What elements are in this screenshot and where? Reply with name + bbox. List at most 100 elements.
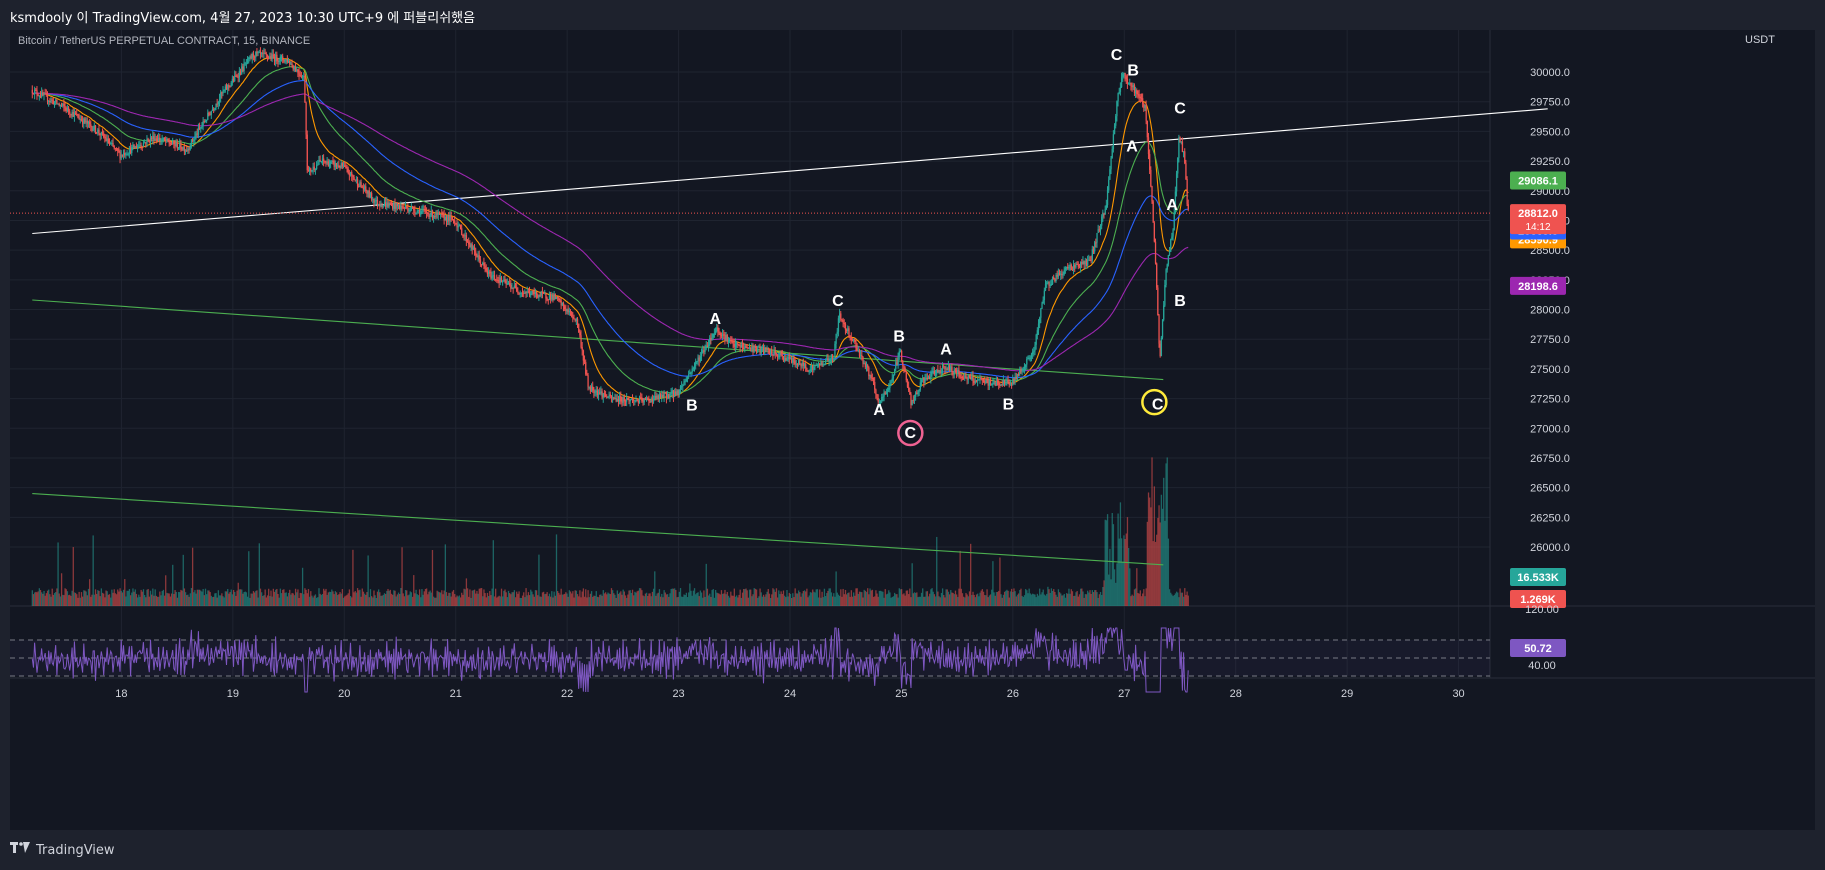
volume-bar [602, 590, 604, 606]
wave-label[interactable]: C [1111, 47, 1123, 64]
candle-body [734, 343, 737, 347]
ma-badge[interactable]: 28198.6 [1510, 276, 1566, 295]
volume-bar [155, 595, 158, 606]
last-price-badge[interactable]: 28812.014:12 [1510, 204, 1566, 235]
volume-bar [450, 596, 452, 606]
volume-bar [803, 590, 806, 606]
wave-label[interactable]: B [686, 397, 698, 414]
volume-bar [1105, 520, 1108, 606]
volume-bar [496, 597, 498, 606]
volume-bar [1110, 579, 1112, 606]
volume-badge[interactable]: 1.269K [1510, 590, 1566, 608]
volume-bar [940, 592, 943, 606]
candle-body [792, 357, 794, 363]
trend-lines[interactable] [10, 108, 1548, 566]
wave-label[interactable]: A [1166, 197, 1178, 214]
candle-body [960, 376, 962, 378]
candle-body [1172, 229, 1174, 237]
candle-body [974, 380, 977, 383]
wave-label[interactable]: B [1127, 63, 1139, 80]
volume-bar [486, 592, 489, 606]
wave-label[interactable]: C [1152, 396, 1164, 413]
volume-bar [534, 590, 537, 606]
candle-body [1025, 364, 1027, 367]
wave-label[interactable]: A [940, 342, 952, 359]
candle-body [1175, 173, 1178, 192]
candle-body [1094, 242, 1096, 252]
candle-body [1091, 249, 1094, 261]
candle-body [813, 366, 815, 370]
trend-line[interactable] [32, 108, 1548, 235]
candle-body [802, 362, 805, 366]
wave-label[interactable]: A [1126, 139, 1138, 156]
wave-label[interactable]: B [893, 329, 905, 346]
volume-bar [1106, 514, 1109, 606]
highlight-circle[interactable] [897, 419, 924, 447]
price-tick-label: 29500.0 [1530, 126, 1570, 138]
volume-bar [519, 597, 521, 606]
price-axis[interactable]: 30000.029750.029500.029250.029000.028750… [1510, 67, 1570, 672]
candle-body [35, 89, 37, 91]
candle-body [603, 393, 606, 395]
candle-body [57, 103, 59, 105]
volume-bar [275, 589, 277, 606]
volume-bar [376, 591, 379, 606]
time-axis[interactable]: 18 19 20 21 22 23 24 25 26 27 28 29 30 [115, 688, 1464, 700]
rsi-badge[interactable]: 50.72 [1510, 639, 1566, 657]
volume-bar [286, 596, 289, 606]
wave-label[interactable]: C [832, 293, 844, 310]
candle-body [354, 179, 356, 181]
volume-bar [1173, 594, 1175, 606]
wave-label[interactable]: C [905, 425, 917, 442]
wave-label[interactable]: B [1174, 293, 1186, 310]
trend-line[interactable] [32, 493, 1164, 566]
volume-badge[interactable]: 16.533K [1510, 568, 1566, 586]
ma-badge[interactable]: 29086.1 [1510, 171, 1566, 190]
candle-body [931, 371, 933, 373]
volume-bar [531, 591, 533, 606]
volume-bar [180, 589, 182, 606]
candle-body [1116, 101, 1118, 117]
wave-label[interactable]: B [1003, 396, 1015, 413]
volume-bar [347, 593, 349, 606]
candle-body [1167, 255, 1170, 265]
wave-label[interactable]: A [710, 311, 722, 328]
volume-bar [564, 593, 566, 606]
wave-label[interactable]: A [873, 402, 885, 419]
candle-body [560, 300, 562, 306]
candle-body [168, 141, 170, 144]
brand-name[interactable]: TradingView [36, 842, 115, 858]
candle-body [576, 318, 579, 324]
candle-body [751, 346, 753, 350]
candle-body [1062, 274, 1064, 276]
volume-bar [297, 589, 299, 606]
volume-bar [561, 594, 563, 606]
candle-body [1134, 90, 1137, 93]
volume-bar [193, 592, 195, 606]
volume-bar [282, 589, 284, 606]
volume-bar [257, 597, 259, 606]
volume-bar [120, 590, 122, 606]
volume-bar [796, 593, 799, 606]
volume-bar [445, 592, 448, 606]
volume-bar [793, 597, 795, 606]
highlight-circle[interactable] [1141, 388, 1168, 416]
volume-bar [182, 554, 184, 606]
wave-label[interactable]: C [1174, 101, 1186, 118]
volume-bar [1088, 592, 1090, 606]
volume-bar [128, 589, 131, 606]
volume-bar [356, 588, 359, 606]
candle-body [814, 365, 816, 367]
volume-bar [236, 590, 238, 606]
volume-bar [1104, 519, 1106, 606]
volume-bar [883, 597, 885, 606]
volume-bar [71, 590, 73, 606]
candle-body [768, 349, 771, 354]
volume-bar [43, 590, 45, 606]
footer[interactable]: TradingView [10, 838, 115, 862]
candle-body [1070, 264, 1072, 271]
candle-body [303, 76, 305, 78]
